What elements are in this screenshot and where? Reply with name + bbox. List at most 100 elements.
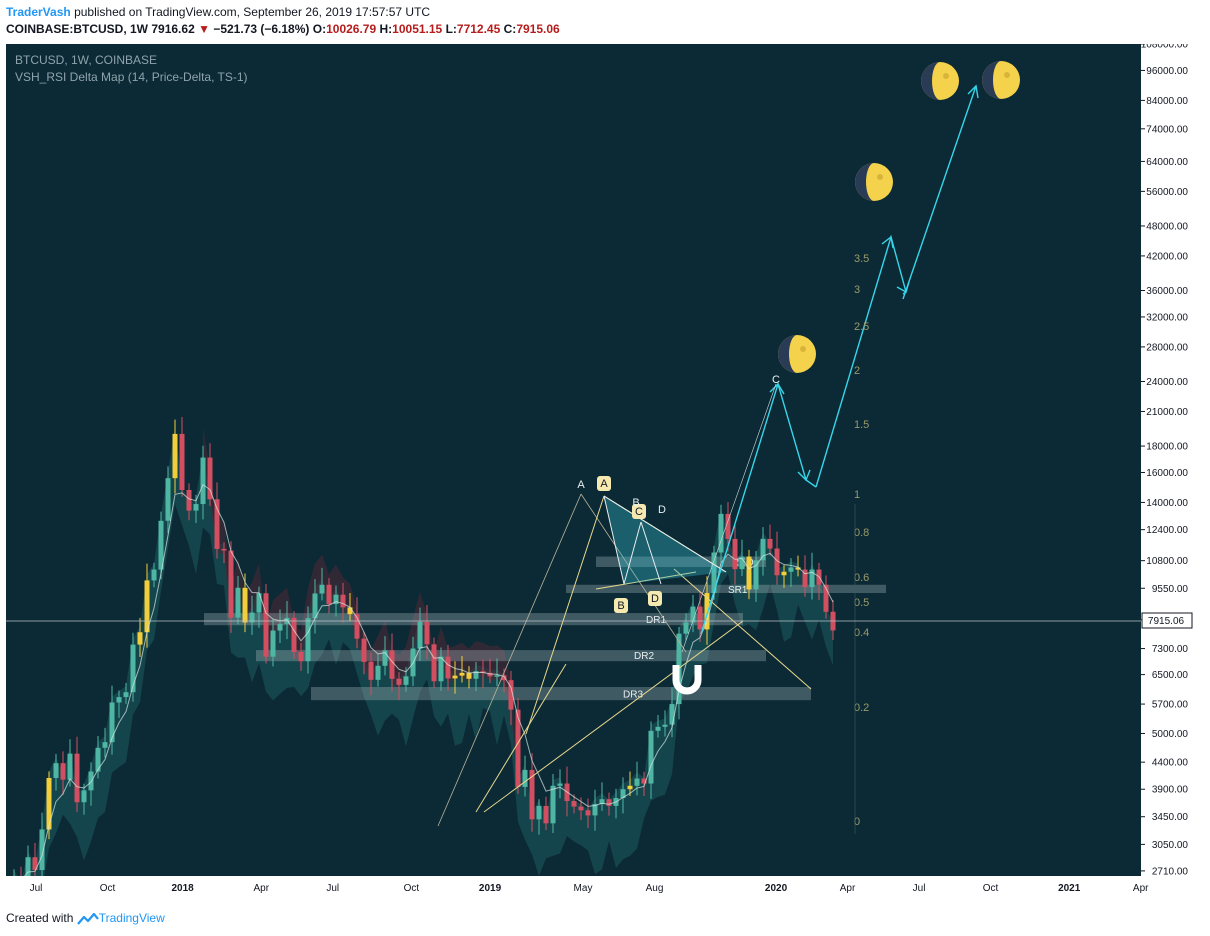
time-tick-label: Jul	[913, 883, 926, 894]
time-tick-label: Jul	[326, 883, 339, 894]
candle-body	[683, 622, 689, 634]
author-name[interactable]: TraderVash	[6, 5, 71, 19]
publish-info: TraderVash published on TradingView.com,…	[6, 5, 430, 19]
candle-body	[718, 513, 724, 553]
price-tick-label: 21000.00	[1146, 407, 1188, 418]
pattern-projection-leg	[673, 568, 812, 690]
label-b-boxed-box	[614, 598, 628, 613]
candle-body	[641, 778, 647, 784]
price-chart[interactable]: REQSR1DR1DR2DR3 3.532.521.510.80.60.50.4…	[6, 44, 1203, 899]
low-label: L:	[445, 22, 457, 36]
time-tick-label: Apr	[1133, 883, 1149, 894]
fib-level-label: 2	[854, 365, 860, 377]
price-tick-label: 6500.00	[1152, 670, 1189, 681]
time-tick-label: 2020	[765, 883, 788, 894]
candle-body	[704, 593, 710, 630]
candle-body	[809, 569, 815, 588]
req-zone	[596, 556, 766, 567]
candle-body	[88, 771, 94, 791]
pattern-edge	[603, 495, 625, 585]
high-value: 10051.15	[392, 22, 443, 36]
fib-extension: 3.5 3 2.5 2 1.5 1 0.8 0.6 0.5 0.4 0.2 0	[854, 253, 869, 834]
high-label: H:	[379, 22, 393, 36]
dr3-zone	[311, 687, 811, 701]
candle-body	[669, 704, 675, 725]
candle-body	[711, 552, 717, 594]
candle-body	[578, 806, 584, 811]
arrow-head-2	[797, 469, 811, 482]
time-tick-label: Oct	[404, 883, 420, 894]
projection-path-1	[700, 381, 817, 635]
candle-body	[620, 789, 626, 799]
price-tick-label: 9550.00	[1152, 584, 1189, 595]
candle-body	[256, 593, 262, 613]
price-tick-label: 5000.00	[1152, 729, 1189, 740]
fib-level-label: 0.2	[854, 702, 869, 714]
candle-body	[459, 672, 465, 676]
candle-body	[543, 805, 549, 824]
ema-path	[13, 483, 834, 882]
label-d-boxed: D	[651, 593, 659, 605]
price-tick-label: 24000.00	[1146, 377, 1188, 388]
candle-body	[151, 569, 157, 581]
candle-body	[655, 726, 661, 731]
price-tick-label: 32000.00	[1146, 312, 1188, 323]
close-value: 7915.06	[516, 22, 560, 36]
candle-body	[270, 630, 276, 657]
projection-lines	[681, 84, 979, 653]
time-tick-label: Oct	[100, 883, 116, 894]
rsi-cloud-area	[14, 427, 833, 889]
candle-body	[221, 548, 227, 551]
candle-body	[354, 614, 360, 639]
candle-body	[305, 618, 311, 662]
candle-body	[494, 675, 500, 677]
moon-3-crater	[943, 73, 949, 79]
price-axis[interactable]	[1141, 44, 1203, 899]
footer: Created with TradingView	[6, 911, 165, 925]
label-d-plain: D	[658, 504, 666, 516]
tradingview-logo-icon	[76, 912, 99, 925]
pattern-leg-x	[525, 495, 605, 735]
candle-body	[60, 763, 66, 780]
candle-body	[592, 804, 598, 816]
candle-body	[74, 753, 80, 803]
label-d-boxed-box	[648, 591, 662, 606]
price-tick-label: 3900.00	[1152, 785, 1189, 796]
moon-2-shadow	[855, 163, 874, 201]
candle-body	[298, 651, 304, 662]
pattern-c-leg	[681, 383, 777, 653]
sr1-label: SR1	[728, 585, 748, 596]
dr2-label: DR2	[634, 651, 654, 662]
fib-level-label: 0.4	[854, 627, 869, 639]
candle-body	[186, 489, 192, 511]
price-change: −521.73 (−6.18%)	[213, 22, 310, 36]
price-tick-label: 74000.00	[1146, 124, 1188, 135]
candle-body	[361, 638, 367, 662]
fib-level-label: 0.6	[854, 572, 869, 584]
candle-body	[25, 857, 31, 889]
candle-body	[536, 805, 542, 820]
price-tick-label: 108000.00	[1141, 44, 1189, 51]
candle-body	[606, 799, 612, 806]
time-axis[interactable]	[6, 876, 1203, 899]
down-arrow-icon: ▼	[198, 22, 210, 36]
candle-body	[648, 730, 654, 784]
moon-4-crater	[1004, 72, 1010, 78]
candle-body	[130, 644, 136, 693]
time-tick-label: 2018	[171, 883, 194, 894]
label-a-plain: A	[577, 479, 585, 491]
tradingview-brand[interactable]: TradingView	[98, 911, 165, 925]
candle-body	[326, 584, 332, 605]
open-label: O:	[312, 22, 327, 36]
candle-body	[375, 665, 381, 680]
symbol-label: COINBASE:BTCUSD, 1W	[6, 22, 149, 36]
candle-body	[319, 584, 325, 594]
candle-body	[662, 724, 668, 727]
fib-level-label: 1	[854, 489, 860, 501]
close-label: C:	[503, 22, 517, 36]
candle-body	[158, 520, 164, 570]
fib-level-label: 0	[854, 816, 860, 828]
pattern-leg-b	[475, 663, 567, 813]
pattern-leg-xa	[437, 493, 582, 827]
last-price-badge-text: 7915.06	[1148, 616, 1185, 627]
